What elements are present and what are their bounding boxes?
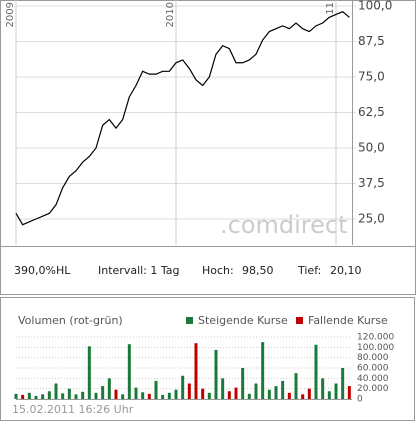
volume-bar [134, 387, 138, 399]
volume-bar [334, 383, 338, 399]
info-interval: Intervall: 1 Tag [98, 264, 180, 277]
info-range: 390,0%HL [14, 264, 71, 277]
y-tick-label: 100,0 [358, 0, 392, 12]
volume-bar [127, 344, 131, 399]
info-high-value: 98,50 [242, 264, 274, 277]
volume-panel [0, 297, 415, 421]
volume-bar [221, 378, 225, 399]
watermark: .comdirect [220, 211, 348, 239]
volume-bar [114, 389, 118, 399]
volume-bar [161, 394, 165, 399]
volume-bar [27, 392, 31, 399]
volume-bar [261, 342, 265, 399]
volume-bar [294, 373, 298, 399]
x-tick-label: 2010 [165, 2, 176, 27]
price-panel [0, 0, 416, 295]
volume-bar [214, 349, 218, 399]
volume-bar [201, 388, 205, 399]
legend-label: Fallende Kurse [308, 314, 388, 327]
volume-bar [207, 392, 211, 399]
volume-bar [21, 394, 25, 399]
volume-bar [187, 383, 191, 399]
legend-swatch [296, 317, 303, 324]
legend-swatch [186, 317, 193, 324]
volume-bar [247, 393, 251, 399]
price-line [15, 10, 350, 226]
volume-bar [234, 387, 238, 399]
volume-bar [307, 388, 311, 399]
volume-bar [94, 392, 98, 399]
x-tick-label: 11 [325, 2, 336, 15]
volume-bar [54, 383, 58, 399]
volume-bar [101, 386, 105, 399]
volume-bar [181, 375, 185, 399]
y-tick-label: 20.000 [357, 384, 389, 394]
timestamp: 15.02.2011 16:26 Uhr [12, 403, 134, 416]
y-tick-label: 37,5 [358, 176, 385, 190]
y-tick-label: 100.000 [357, 343, 394, 353]
legend-label: Steigende Kurse [198, 314, 288, 327]
volume-bar [254, 383, 258, 399]
price-axis: 25,0 37,5 50,0 62,5 75,0 87,5 100,0 [358, 0, 392, 226]
volume-title: Volumen (rot-grün) [18, 314, 123, 327]
y-tick-label: 87,5 [358, 34, 385, 48]
volume-bar [341, 368, 345, 399]
volume-bar [267, 389, 271, 399]
volume-bar [347, 386, 351, 399]
volume-bar [67, 388, 71, 399]
y-tick-label: 40.000 [357, 374, 389, 384]
info-high-label: Hoch: [202, 264, 234, 277]
volume-bar [167, 392, 171, 399]
info-low-value: 20,10 [330, 264, 362, 277]
volume-bar [227, 391, 231, 399]
volume-bar [87, 346, 91, 399]
volume-bar [141, 392, 145, 399]
volume-bar [81, 391, 85, 399]
volume-bar [121, 394, 125, 399]
volume-bar [34, 395, 38, 399]
x-tick-label: 2009 [5, 2, 16, 27]
volume-bar [327, 391, 331, 399]
y-tick-label: 50,0 [358, 140, 385, 154]
volume-bar [47, 391, 51, 399]
y-tick-label: 0 [357, 395, 363, 405]
y-tick-label: 120.000 [357, 333, 394, 343]
volume-bar [241, 368, 245, 399]
volume-bar [287, 392, 291, 399]
volume-bar [281, 380, 285, 399]
volume-bar [194, 343, 198, 399]
volume-bar [74, 394, 78, 399]
volume-bar [107, 378, 111, 399]
volume-bar [41, 394, 45, 399]
volume-bar [301, 394, 305, 399]
y-tick-label: 25,0 [358, 212, 385, 226]
y-tick-label: 62,5 [358, 105, 385, 119]
volume-bar [147, 393, 151, 399]
y-tick-label: 75,0 [358, 69, 385, 83]
volume-bar [274, 386, 278, 399]
info-low-label: Tief: [297, 264, 321, 277]
volume-bar [154, 380, 158, 399]
volume-bar [321, 378, 325, 399]
volume-bar [174, 389, 178, 399]
y-tick-label: 60.000 [357, 364, 389, 374]
y-tick-label: 80.000 [357, 353, 389, 363]
volume-bar [61, 393, 65, 399]
volume-bar [14, 393, 18, 399]
volume-bar [314, 344, 318, 399]
